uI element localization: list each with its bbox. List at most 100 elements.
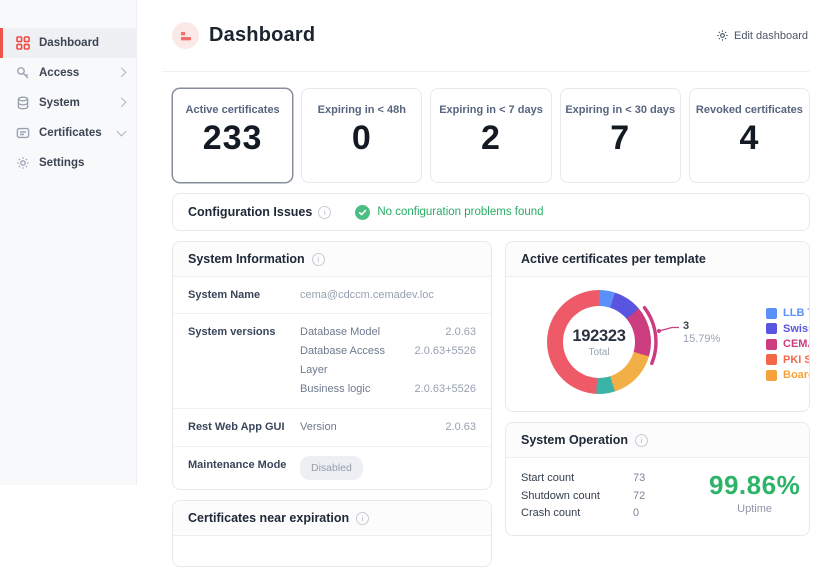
stat-card-label: Expiring in < 48h — [317, 104, 406, 116]
system-operation-panel: System Operation i Start count 73 Shutdo… — [505, 422, 810, 536]
version-name: Database Model — [300, 326, 381, 338]
system-information-title: System Information — [188, 252, 305, 266]
uptime-value: 99.86% — [709, 470, 801, 500]
stat-row-label: Start count — [521, 472, 575, 484]
stat-card-label: Revoked certificates — [695, 104, 803, 116]
info-icon[interactable]: i — [311, 252, 325, 266]
row-label: System versions — [188, 326, 276, 338]
certificates-near-expiration-header: Certificates near expiration i — [173, 501, 491, 536]
sidebar-item-access[interactable]: Access — [0, 58, 136, 88]
legend-item[interactable]: PKI Swis — [766, 353, 809, 366]
main-content: Dashboard Edit dashboard Active certific… — [137, 0, 820, 567]
legend-item[interactable]: CEMA — [766, 338, 809, 350]
callout-value: 3 — [683, 320, 690, 332]
callout-percent: 15.79% — [683, 333, 721, 345]
uptime-block: 99.86% Uptime — [709, 470, 800, 515]
stat-card-value: 0 — [351, 119, 372, 157]
sidebar-item-system[interactable]: System — [0, 88, 136, 118]
version-entry: Business logic 2.0.63+5526 — [300, 380, 476, 399]
chevron-right-icon — [116, 67, 127, 78]
maintenance-mode-row: Maintenance Mode Disabled — [173, 447, 491, 489]
stat-cards-row: Active certificates 233 Expiring in < 48… — [172, 88, 811, 183]
stat-card-expiring-48h[interactable]: Expiring in < 48h 0 — [301, 88, 423, 183]
sidebar-item-dashboard[interactable]: Dashboard — [0, 28, 136, 58]
info-icon[interactable]: i — [634, 433, 648, 447]
stat-card-value: 233 — [202, 119, 263, 157]
stat-row-label: Crash count — [521, 507, 581, 519]
legend-swatch — [766, 369, 777, 381]
sidebar-item-label: Certificates — [39, 127, 102, 139]
stat-row-value: 0 — [633, 507, 640, 519]
donut-highlight-overlay — [642, 306, 679, 366]
sidebar: Dashboard Access System Certificates — [0, 0, 137, 485]
config-status-text: No configuration problems found — [377, 206, 544, 218]
version-value: 2.0.63 — [445, 421, 476, 433]
legend-item[interactable]: SwissSig bla — [766, 322, 809, 335]
version-name: Database Access Layer — [300, 345, 385, 376]
version-name: Version — [300, 421, 337, 433]
donut-total-label: Total — [588, 346, 610, 358]
legend-swatch — [766, 307, 777, 319]
sidebar-item-label: Access — [39, 67, 80, 79]
version-entry: Version 2.0.63 — [300, 418, 476, 437]
legend-label: PKI Swis — [783, 353, 809, 366]
system-operation-title: System Operation — [521, 433, 628, 447]
donut-total-value: 192323 — [572, 326, 626, 345]
info-icon[interactable]: i — [356, 511, 370, 525]
certificates-near-expiration-panel: Certificates near expiration i — [172, 500, 492, 567]
edit-dashboard-label: Edit dashboard — [734, 29, 808, 42]
stat-card-label: Expiring in < 30 days — [565, 104, 676, 116]
legend-label: SwissSig bla — [783, 322, 809, 335]
donut-chart[interactable]: 192323 Total 3 15.79% — [538, 281, 724, 403]
sidebar-item-label: Settings — [39, 157, 85, 169]
page-title: Dashboard — [209, 24, 316, 46]
callout-dot — [657, 329, 661, 333]
stat-card-value: 4 — [739, 119, 760, 157]
configuration-issues-label: Configuration Issues — [188, 205, 313, 219]
stat-row: Shutdown count 72 — [521, 488, 709, 506]
chart-legend: LLB Test SwissSig bla CEMA — [766, 300, 809, 385]
stat-card-active-certificates[interactable]: Active certificates 233 — [172, 88, 294, 183]
check-circle-icon — [355, 204, 371, 220]
sidebar-item-label: Dashboard — [39, 37, 100, 49]
system-operation-header: System Operation i — [506, 423, 809, 458]
highlight-arc — [642, 306, 658, 366]
stat-card-expiring-30days[interactable]: Expiring in < 30 days 7 — [559, 88, 681, 183]
row-label: Maintenance Mode — [188, 459, 287, 471]
legend-item[interactable]: LLB Test — [766, 307, 809, 319]
version-value: 2.0.63+5526 — [414, 345, 476, 357]
stat-card-label: Expiring in < 7 days — [439, 104, 543, 116]
sidebar-item-certificates[interactable]: Certificates — [0, 118, 136, 148]
sidebar-item-settings[interactable]: Settings — [0, 148, 136, 178]
stat-card-expiring-7days[interactable]: Expiring in < 7 days 2 — [430, 88, 552, 183]
sidebar-item-label: System — [39, 97, 80, 109]
stat-card-value: 2 — [481, 119, 501, 157]
certificates-near-expiration-title: Certificates near expiration — [188, 511, 350, 525]
row-label: System Name — [188, 289, 261, 301]
stat-row-label: Shutdown count — [521, 489, 600, 502]
row-label: Rest Web App GUI — [188, 421, 285, 433]
certificates-per-template-title: Active certificates per template — [521, 252, 706, 266]
version-value: 2.0.63+5526 — [414, 383, 476, 395]
rest-web-app-gui-row: Rest Web App GUI Version 2.0.63 — [173, 409, 491, 447]
edit-dashboard-button[interactable]: Edit dashboard — [716, 29, 810, 42]
stat-card-revoked-certificates[interactable]: Revoked certificates 4 — [688, 88, 811, 183]
status-badge: Disabled — [300, 456, 363, 480]
system-versions-row: System versions Database Model 2.0.63 Da… — [173, 314, 491, 409]
page-header: Dashboard Edit dashboard — [162, 0, 810, 72]
certificates-per-template-header: Active certificates per template — [506, 242, 809, 277]
legend-label: Boarde — [783, 369, 809, 381]
configuration-issues-bar: Configuration Issues i No configuration … — [172, 193, 810, 231]
gear-icon — [717, 30, 728, 41]
certificates-near-expiration-body — [173, 536, 491, 566]
info-icon[interactable]: i — [318, 205, 332, 219]
stat-card-label: Active certificates — [185, 104, 280, 116]
stat-card-value: 7 — [610, 119, 631, 157]
system-name-value: cema@cdccm.cemadev.loc — [300, 289, 434, 301]
system-name-row: System Name cema@cdccm.cemadev.loc — [173, 277, 491, 314]
legend-label: CEMA — [783, 338, 809, 350]
stat-row: Crash count 0 — [521, 505, 709, 523]
certificate-icon — [15, 126, 30, 141]
legend-item[interactable]: Boarde — [766, 369, 809, 381]
chevron-down-icon — [116, 126, 127, 137]
